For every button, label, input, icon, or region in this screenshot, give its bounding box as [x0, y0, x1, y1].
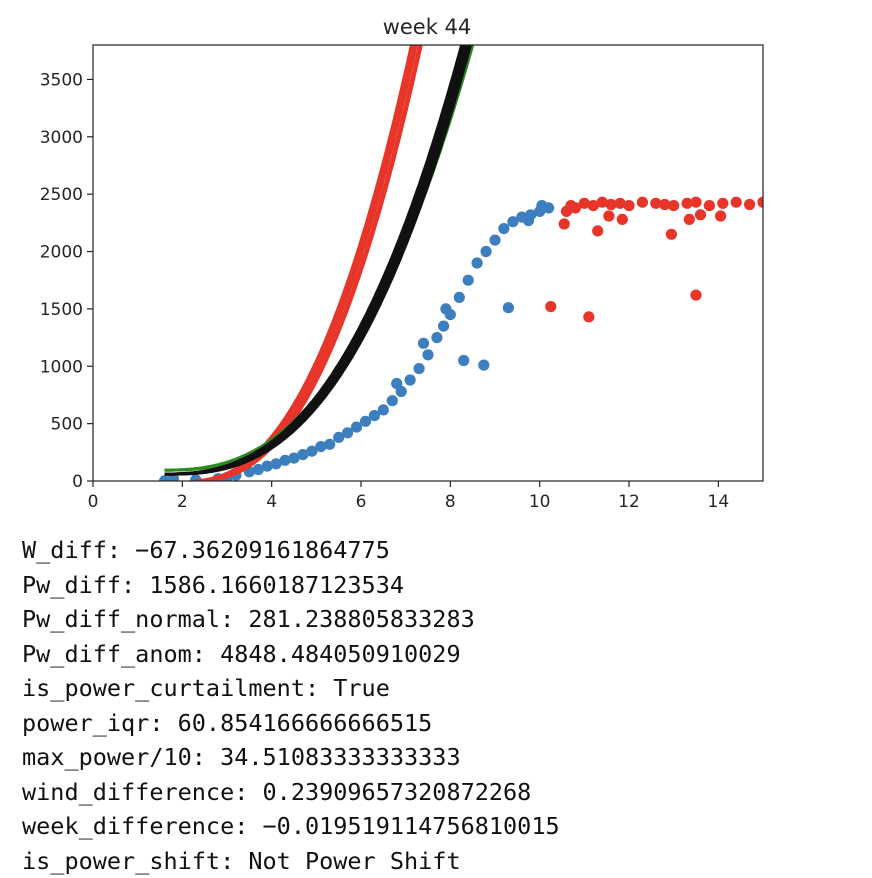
data-point — [666, 229, 677, 240]
fit-curve — [165, 0, 605, 474]
plot-frame — [93, 45, 763, 481]
stat-w-diff: W_diff: −67.36209161864775 — [22, 533, 560, 568]
y-tick-label: 500 — [51, 415, 83, 435]
data-point — [731, 197, 742, 208]
x-tick-label: 14 — [708, 492, 730, 512]
data-point — [715, 210, 726, 221]
x-tick-label: 10 — [529, 492, 551, 512]
data-point — [690, 290, 701, 301]
x-tick-label: 8 — [445, 492, 456, 512]
data-point — [472, 257, 483, 268]
fit-curve — [165, 0, 605, 470]
data-point — [489, 235, 500, 246]
stat-is-power-shift: is_power_shift: Not Power Shift — [22, 844, 560, 878]
fit-curve — [165, 0, 605, 470]
data-point — [481, 246, 492, 257]
stats-output: W_diff: −67.36209161864775 Pw_diff: 1586… — [22, 533, 560, 878]
stat-power-iqr: power_iqr: 60.854166666666515 — [22, 706, 560, 741]
data-point — [704, 200, 715, 211]
fit-curve — [165, 0, 605, 474]
fit-curve — [165, 0, 605, 474]
y-tick-label: 2500 — [40, 185, 83, 205]
data-point — [503, 302, 514, 313]
data-point — [324, 439, 335, 450]
y-tick-label: 3500 — [40, 70, 83, 90]
data-point — [418, 338, 429, 349]
chart-title: week 44 — [383, 15, 472, 39]
data-point — [536, 200, 547, 211]
x-tick-label: 4 — [266, 492, 277, 512]
data-point — [684, 214, 695, 225]
data-point — [717, 198, 728, 209]
data-point — [744, 199, 755, 210]
data-point — [422, 349, 433, 360]
fit-curve — [165, 0, 605, 474]
stat-pw-diff-anom: Pw_diff_anom: 4848.484050910029 — [22, 637, 560, 672]
data-point — [378, 404, 389, 415]
data-point — [458, 355, 469, 366]
data-point — [690, 197, 701, 208]
fit-curve — [165, 0, 605, 474]
x-tick-label: 2 — [177, 492, 188, 512]
x-tick-label: 6 — [356, 492, 367, 512]
data-point — [431, 332, 442, 343]
plot-area — [159, 0, 769, 487]
data-point — [414, 363, 425, 374]
data-point — [559, 218, 570, 229]
data-point — [391, 378, 402, 389]
data-point — [405, 374, 416, 385]
data-point — [478, 360, 489, 371]
y-tick-label: 0 — [72, 472, 83, 492]
stat-pw-diff: Pw_diff: 1586.1660187123534 — [22, 568, 560, 603]
data-point — [498, 223, 509, 234]
stat-week-difference: week_difference: −0.019519114756810015 — [22, 809, 560, 844]
data-point — [387, 395, 398, 406]
chart: week 44 0 2 4 6 8 10 12 14 0 500 1000 1500 2000 2500… — [0, 0, 872, 520]
y-axis: 0 500 1000 1500 2000 2500 3000 3500 — [40, 70, 93, 492]
data-point — [583, 311, 594, 322]
data-point — [617, 214, 628, 225]
y-tick-label: 3000 — [40, 128, 83, 148]
stat-max-power: max_power/10: 34.51083333333333 — [22, 740, 560, 775]
x-tick-label: 12 — [618, 492, 640, 512]
data-point — [454, 292, 465, 303]
data-point — [545, 301, 556, 312]
x-tick-label: 0 — [88, 492, 99, 512]
x-axis: 0 2 4 6 8 10 12 14 — [88, 481, 730, 512]
data-point — [440, 303, 451, 314]
data-point — [438, 321, 449, 332]
data-point — [637, 197, 648, 208]
y-tick-label: 1000 — [40, 357, 83, 377]
y-tick-label: 2000 — [40, 243, 83, 263]
data-point — [592, 225, 603, 236]
stat-is-power-curtailment: is_power_curtailment: True — [22, 671, 560, 706]
fit-curve — [165, 0, 605, 474]
data-point — [668, 200, 679, 211]
data-point — [695, 209, 706, 220]
data-point — [463, 275, 474, 286]
stat-wind-difference: wind_difference: 0.23909657320872268 — [22, 775, 560, 810]
stat-pw-diff-normal: Pw_diff_normal: 281.238805833283 — [22, 602, 560, 637]
data-point — [623, 200, 634, 211]
y-tick-label: 1500 — [40, 300, 83, 320]
data-point — [523, 215, 534, 226]
data-point — [603, 210, 614, 221]
fit-curve — [165, 0, 605, 470]
